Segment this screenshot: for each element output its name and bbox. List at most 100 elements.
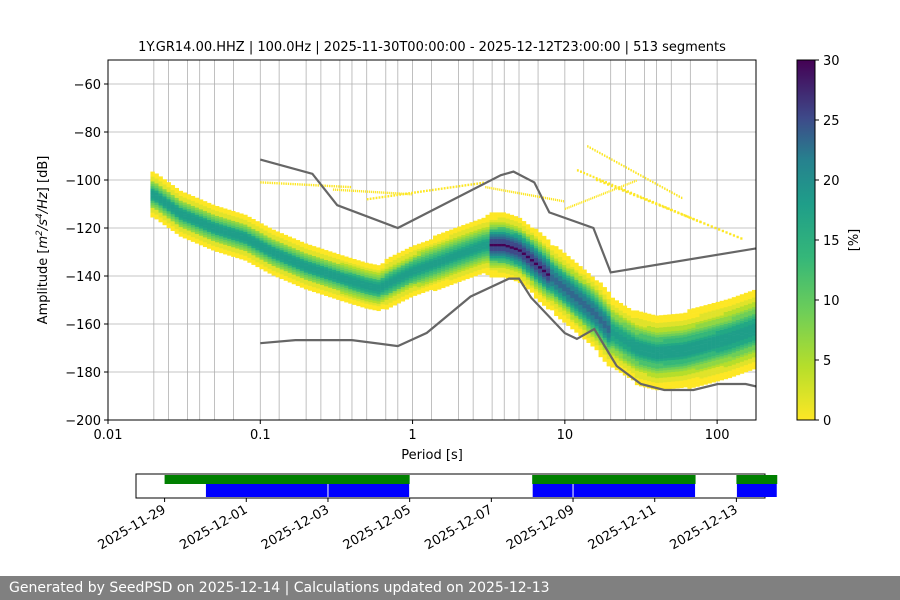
heatmap-cell xyxy=(603,154,606,157)
heatmap-cell xyxy=(509,265,515,268)
heatmap-cell xyxy=(400,262,406,266)
heatmap-cell xyxy=(659,315,664,318)
heatmap-cell xyxy=(699,325,704,329)
heatmap-cell xyxy=(315,285,321,289)
heatmap-cell xyxy=(271,268,276,271)
heatmap-cell xyxy=(614,329,620,332)
heatmap-cell xyxy=(493,267,498,271)
heatmap-cell xyxy=(723,311,729,315)
heatmap-cell xyxy=(497,272,502,276)
heatmap-cell xyxy=(558,280,563,284)
heatmap-cell xyxy=(493,224,498,228)
heatmap-cell xyxy=(465,269,470,272)
heatmap-cell xyxy=(642,365,648,369)
heatmap-cell xyxy=(655,375,660,379)
heatmap-cell xyxy=(424,240,430,244)
heatmap-cell xyxy=(376,277,381,280)
heatmap-cell xyxy=(247,248,252,251)
heatmap-cell xyxy=(372,302,377,306)
heatmap-cell xyxy=(594,316,599,319)
heatmap-cell xyxy=(538,292,543,296)
heatmap-cell xyxy=(558,314,563,317)
heatmap-cell xyxy=(178,222,184,225)
heatmap-cell xyxy=(356,269,361,273)
colorbar-label: [%] xyxy=(847,229,862,252)
heatmap-cell xyxy=(423,190,425,193)
heatmap-cell xyxy=(412,257,418,260)
heatmap-cell xyxy=(588,198,590,201)
heatmap-cell xyxy=(663,353,668,356)
heatmap-cell xyxy=(509,262,515,266)
heatmap-cell xyxy=(489,255,494,259)
heatmap-cell xyxy=(647,366,652,370)
heatmap-cell xyxy=(521,252,527,255)
heatmap-cell xyxy=(570,309,575,313)
heatmap-cell xyxy=(673,192,676,196)
heatmap-cell xyxy=(219,248,224,251)
heatmap-cell xyxy=(656,183,659,186)
heatmap-cell xyxy=(303,255,309,259)
heatmap-cell xyxy=(202,232,208,236)
heatmap-cell xyxy=(602,318,607,321)
heatmap-cell xyxy=(707,364,712,367)
heatmap-cell xyxy=(586,316,591,319)
heatmap-cell xyxy=(247,226,252,230)
heatmap-cell xyxy=(743,324,749,327)
heatmap-cell xyxy=(618,336,624,340)
heatmap-cell xyxy=(651,353,656,356)
heatmap-cell xyxy=(493,236,498,240)
heatmap-cell xyxy=(255,264,260,268)
heatmap-cell xyxy=(554,301,559,305)
heatmap-cell xyxy=(707,337,712,341)
heatmap-cell xyxy=(711,353,716,357)
heatmap-cell xyxy=(590,319,595,323)
heatmap-cell xyxy=(198,242,204,246)
heatmap-cell xyxy=(408,261,414,264)
heatmap-cell xyxy=(414,191,416,194)
heatmap-cell xyxy=(449,258,454,262)
heatmap-cell xyxy=(719,358,725,362)
heatmap-cell xyxy=(501,241,507,244)
heatmap-cell xyxy=(570,312,575,315)
heatmap-cell xyxy=(529,285,535,288)
heatmap-cell xyxy=(727,329,733,333)
heatmap-cell xyxy=(296,183,299,186)
heatmap-cell xyxy=(602,289,607,293)
heatmap-cell xyxy=(376,286,381,290)
heatmap-cell xyxy=(174,219,180,222)
heatmap-cell xyxy=(521,228,527,231)
heatmap-cell xyxy=(614,302,620,306)
heatmap-cell xyxy=(315,288,321,291)
heatmap-cell xyxy=(715,304,720,307)
heatmap-cell xyxy=(287,236,293,240)
heatmap-cell xyxy=(606,354,611,357)
heatmap-cell xyxy=(477,243,482,246)
heatmap-cell xyxy=(445,238,450,241)
heatmap-cell xyxy=(562,262,567,266)
heatmap-cell xyxy=(699,318,704,321)
heatmap-cell xyxy=(271,244,276,247)
heatmap-cell xyxy=(227,233,232,237)
heatmap-cell xyxy=(727,298,733,302)
heatmap-cell xyxy=(469,236,474,240)
heatmap-cell xyxy=(598,342,603,346)
heatmap-cell xyxy=(719,320,725,323)
heatmap-cell xyxy=(703,367,708,371)
heatmap-cell xyxy=(489,224,494,228)
heatmap-cell xyxy=(368,294,373,298)
heatmap-cell xyxy=(629,192,632,195)
heatmap-cell xyxy=(267,256,272,260)
heatmap-cell xyxy=(751,352,756,356)
heatmap-cell xyxy=(262,181,264,184)
heatmap-cell xyxy=(215,230,220,233)
heatmap-cell xyxy=(348,189,351,192)
heatmap-cell xyxy=(303,281,309,285)
heatmap-cell xyxy=(433,254,438,258)
heatmap-cell xyxy=(655,339,660,343)
heatmap-cell xyxy=(348,296,353,299)
heatmap-cell xyxy=(529,256,535,260)
heatmap-cell xyxy=(550,278,555,282)
heatmap-cell xyxy=(299,275,305,279)
heatmap-cell xyxy=(675,380,680,384)
heatmap-cell xyxy=(485,267,490,271)
